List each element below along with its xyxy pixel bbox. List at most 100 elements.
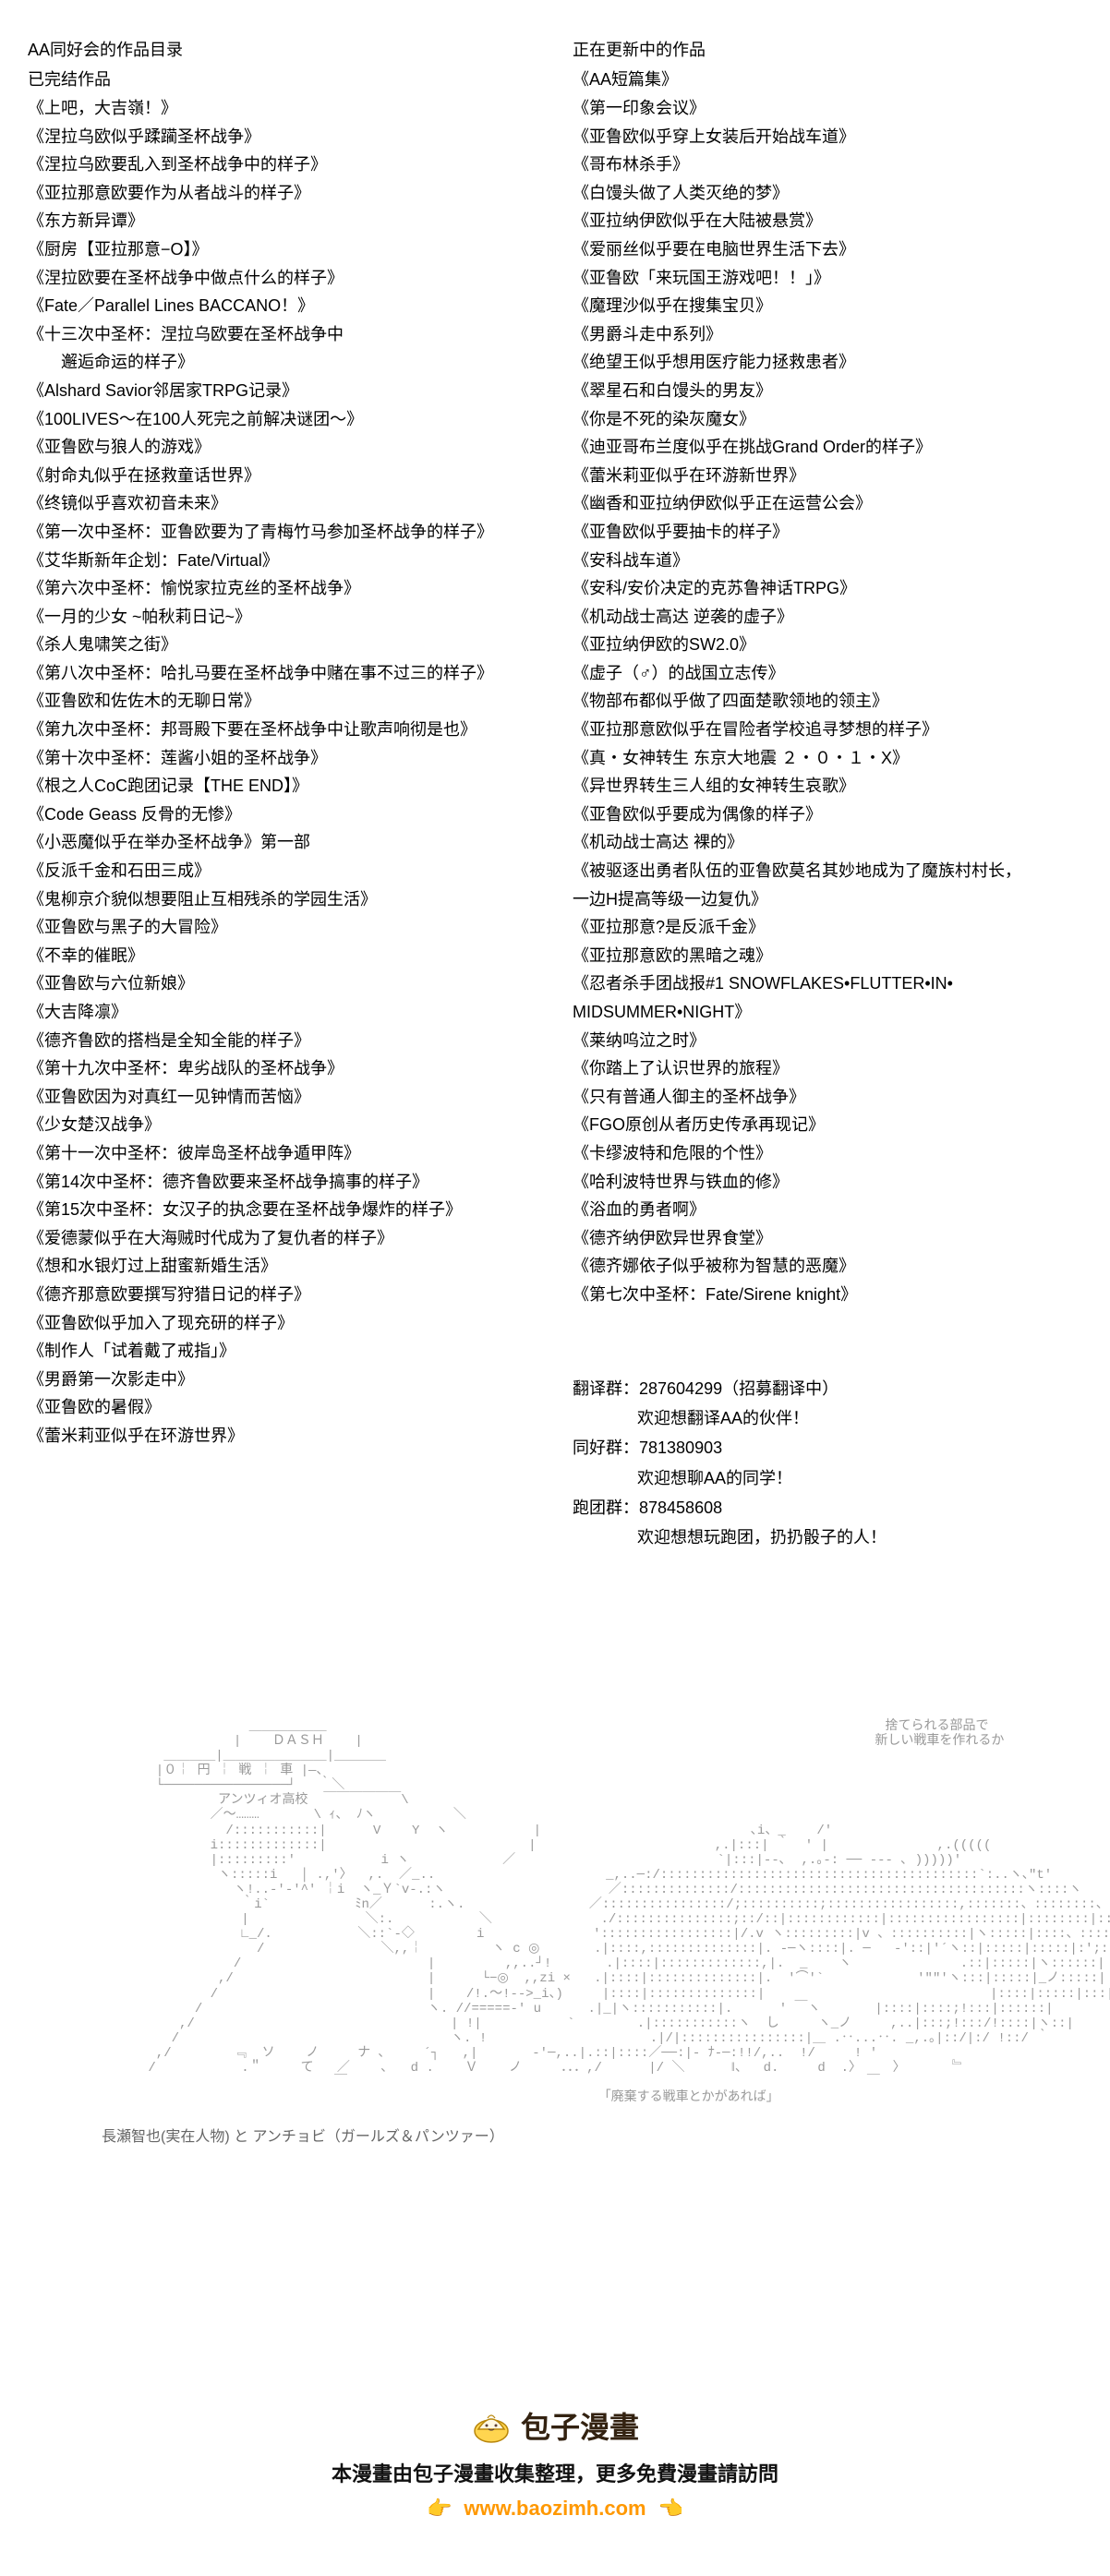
work-item: 《真・女神转生 东京大地震 ２・０・１・X》 <box>573 744 1071 773</box>
work-item: 《终镜似乎喜欢初音未来》 <box>28 489 526 518</box>
right-column: 正在更新中的作品 《AA短篇集》 《第一印象会议》《亚鲁欧似乎穿上女装后开始战车… <box>573 37 1071 1553</box>
work-item: 《制作人「试着戴了戒指」》 <box>28 1337 526 1366</box>
work-item: 《莱纳呜泣之时》 <box>573 1027 1071 1055</box>
work-item: 《虚子（♂）的战国立志传》 <box>573 659 1071 688</box>
work-item: 《涅拉欧要在圣杯战争中做点什么的样子》 <box>28 264 526 293</box>
work-item: 《机动战士高达 逆袭的虚子》 <box>573 603 1071 632</box>
work-item: 《第14次中圣杯：德齐鲁欧要来圣杯战争搞事的样子》 <box>28 1168 526 1197</box>
work-item: 《亚拉那意欧要作为从者战斗的样子》 <box>28 179 526 208</box>
work-item: 《一月的少女 ~帕秋莉日记~》 <box>28 603 526 632</box>
ascii-art: ＿＿＿＿＿＿ 捨てられる部品で | ＤＡＳＨ | 新しい戦車を作れるか <box>28 1719 1082 2105</box>
work-item: 《十三次中圣杯：涅拉乌欧要在圣杯战争中 <box>28 320 526 349</box>
work-item: 《亚鲁欧和佐佐木的无聊日常》 <box>28 687 526 716</box>
footer-text: 本漫畫由包子漫畫收集整理，更多免費漫畫請訪問 <box>28 2458 1082 2487</box>
work-item: 《男爵第一次影走中》 <box>28 1366 526 1394</box>
footer-brand-text: 包子漫畫 <box>521 2404 639 2447</box>
group-trpg-label: 跑团群：878458608 <box>573 1493 1071 1523</box>
work-item: 《物部布都似乎做了四面楚歌领地的领主》 <box>573 687 1071 716</box>
right-works-list: 《第一印象会议》《亚鲁欧似乎穿上女装后开始战车道》《哥布林杀手》《白馒头做了人类… <box>573 94 1071 1309</box>
work-item: 《幽香和亚拉纳伊欧似乎正在运营公会》 <box>573 489 1071 518</box>
work-item: 《不幸的催眠》 <box>28 942 526 970</box>
work-item: 《德齐鲁欧的搭档是全知全能的样子》 <box>28 1027 526 1055</box>
work-item: 《德齐那意欧要撰写狩猎日记的样子》 <box>28 1281 526 1309</box>
work-item: 《第十九次中圣杯：卑劣战队的圣杯战争》 <box>28 1054 526 1083</box>
footer: 包子漫畫 本漫畫由包子漫畫收集整理，更多免費漫畫請訪問 👉 www.baozim… <box>28 2404 1082 2558</box>
work-item: MIDSUMMER•NIGHT》 <box>573 998 1071 1027</box>
columns-wrapper: AA同好会的作品目录 已完结作品 《上吧，大吉嶺！》《涅拉乌欧似乎蹂躏圣杯战争》… <box>28 37 1082 1553</box>
work-item: 《浴血的勇者啊》 <box>573 1196 1071 1224</box>
footer-link-line: 👉 www.baozimh.com 👈 <box>28 2497 1082 2521</box>
work-item: 《哈利波特世界与铁血的修》 <box>573 1168 1071 1197</box>
work-item: 《爱丽丝似乎要在电脑世界生活下去》 <box>573 235 1071 264</box>
work-item: 《艾华斯新年企划：Fate/Virtual》 <box>28 547 526 575</box>
right-main-title: 正在更新中的作品 <box>573 37 1071 61</box>
work-item: 《第一次中圣杯：亚鲁欧要为了青梅竹马参加圣杯战争的样子》 <box>28 518 526 547</box>
work-item: 《亚鲁欧与狼人的游戏》 <box>28 433 526 462</box>
left-works-list: 《上吧，大吉嶺！》《涅拉乌欧似乎蹂躏圣杯战争》《涅拉乌欧要乱入到圣杯战争中的样子… <box>28 94 526 1451</box>
work-item: 《蕾米莉亚似乎在环游新世界》 <box>573 462 1071 490</box>
work-item: 《上吧，大吉嶺！》 <box>28 94 526 123</box>
work-item: 《安科战车道》 <box>573 547 1071 575</box>
work-item: 《亚鲁欧似乎要成为偶像的样子》 <box>573 800 1071 829</box>
work-item: 《根之人CoC跑团记录【THE END】》 <box>28 772 526 800</box>
groups-block: 翻译群：287604299（招募翻译中） 欢迎想翻译AA的伙伴！ 同好群：781… <box>573 1374 1071 1553</box>
point-right-icon: 👉 <box>427 2497 452 2521</box>
work-item: 《翠星石和白馒头的男友》 <box>573 377 1071 405</box>
work-item: 《机动战士高达 裸的》 <box>573 828 1071 857</box>
work-item: 《你踏上了认识世界的旅程》 <box>573 1054 1071 1083</box>
work-item: 《涅拉乌欧似乎蹂躏圣杯战争》 <box>28 123 526 151</box>
work-item: 《哥布林杀手》 <box>573 150 1071 179</box>
ascii-art-section: ＿＿＿＿＿＿ 捨てられる部品で | ＤＡＳＨ | 新しい戦車を作れるか <box>28 1719 1082 2146</box>
work-item: 《忍者杀手团战报#1 SNOWFLAKES•FLUTTER•IN• <box>573 969 1071 998</box>
footer-link[interactable]: www.baozimh.com <box>464 2497 645 2520</box>
work-item: 《第六次中圣杯：愉悦家拉克丝的圣杯战争》 <box>28 574 526 603</box>
work-item: 《绝望王似乎想用医疗能力拯救患者》 <box>573 348 1071 377</box>
work-item: 《魔理沙似乎在搜集宝贝》 <box>573 292 1071 320</box>
work-item: 《亚拉那意欧似乎在冒险者学校追寻梦想的样子》 <box>573 716 1071 744</box>
work-item: 《想和水银灯过上甜蜜新婚生活》 <box>28 1252 526 1281</box>
work-item: 《异世界转生三人组的女神转生哀歌》 <box>573 772 1071 800</box>
work-item: 《厨房【亚拉那意−O】》 <box>28 235 526 264</box>
work-item: 《Alshard Savior邻居家TRPG记录》 <box>28 377 526 405</box>
work-item: 《第七次中圣杯：Fate/Sirene knight》 <box>573 1281 1071 1309</box>
point-left-icon: 👈 <box>658 2497 683 2521</box>
work-item: 《男爵斗走中系列》 <box>573 320 1071 349</box>
work-item: 《只有普通人御主的圣杯战争》 <box>573 1083 1071 1112</box>
group-translate-label: 翻译群：287604299（招募翻译中） <box>573 1374 1071 1403</box>
left-sub-title: 已完结作品 <box>28 66 526 90</box>
group-translate-note: 欢迎想翻译AA的伙伴！ <box>573 1403 1071 1433</box>
work-item: 《被驱逐出勇者队伍的亚鲁欧莫名其妙地成为了魔族村村长， <box>573 857 1071 885</box>
group-fan-label: 同好群：781380903 <box>573 1433 1071 1463</box>
left-main-title: AA同好会的作品目录 <box>28 37 526 61</box>
work-item: 《第15次中圣杯：女汉子的执念要在圣杯战争爆炸的样子》 <box>28 1196 526 1224</box>
bun-icon <box>471 2405 512 2446</box>
work-item: 《亚鲁欧似乎加入了现充研的样子》 <box>28 1309 526 1338</box>
work-item: 《安科/安价决定的克苏鲁神话TRPG》 <box>573 574 1071 603</box>
work-item: 《亚拉纳伊欧的SW2.0》 <box>573 631 1071 659</box>
work-item: 《第九次中圣杯：邦哥殿下要在圣杯战争中让歌声响彻是也》 <box>28 716 526 744</box>
group-trpg-note: 欢迎想想玩跑团，扔扔骰子的人！ <box>573 1523 1071 1552</box>
work-item: 《亚鲁欧似乎穿上女装后开始战车道》 <box>573 123 1071 151</box>
work-item: 《反派千金和石田三成》 <box>28 857 526 885</box>
work-item: 《东方新异谭》 <box>28 207 526 235</box>
work-item: 邂逅命运的样子》 <box>28 348 526 377</box>
work-item: 《第一印象会议》 <box>573 94 1071 123</box>
work-item: 《亚拉那意?是反派千金》 <box>573 913 1071 942</box>
work-item: 《亚拉那意欧的黑暗之魂》 <box>573 942 1071 970</box>
right-sub-title: 《AA短篇集》 <box>573 66 1071 90</box>
work-item: 《大吉降凛》 <box>28 998 526 1027</box>
work-item: 《第十一次中圣杯：彼岸岛圣杯战争遁甲阵》 <box>28 1139 526 1168</box>
work-item: 《亚鲁欧与六位新娘》 <box>28 969 526 998</box>
work-item: 《第十次中圣杯：莲酱小姐的圣杯战争》 <box>28 744 526 773</box>
work-item: 《蕾米莉亚似乎在环游世界》 <box>28 1422 526 1451</box>
work-item: 《德齐纳伊欧异世界食堂》 <box>573 1224 1071 1253</box>
work-item: 《德齐娜依子似乎被称为智慧的恶魔》 <box>573 1252 1071 1281</box>
footer-logo: 包子漫畫 <box>471 2404 639 2447</box>
work-item: 《亚鲁欧因为对真红一见钟情而苦恼》 <box>28 1083 526 1112</box>
work-item: 《FGO原创从者历史传承再现记》 <box>573 1111 1071 1139</box>
work-item: 《小恶魔似乎在举办圣杯战争》第一部 <box>28 828 526 857</box>
work-item: 《白馒头做了人类灭绝的梦》 <box>573 179 1071 208</box>
work-item: 《射命丸似乎在拯救童话世界》 <box>28 462 526 490</box>
work-item: 《100LIVES～在100人死完之前解决谜团～》 <box>28 405 526 434</box>
work-item: 《亚拉纳伊欧似乎在大陆被悬赏》 <box>573 207 1071 235</box>
